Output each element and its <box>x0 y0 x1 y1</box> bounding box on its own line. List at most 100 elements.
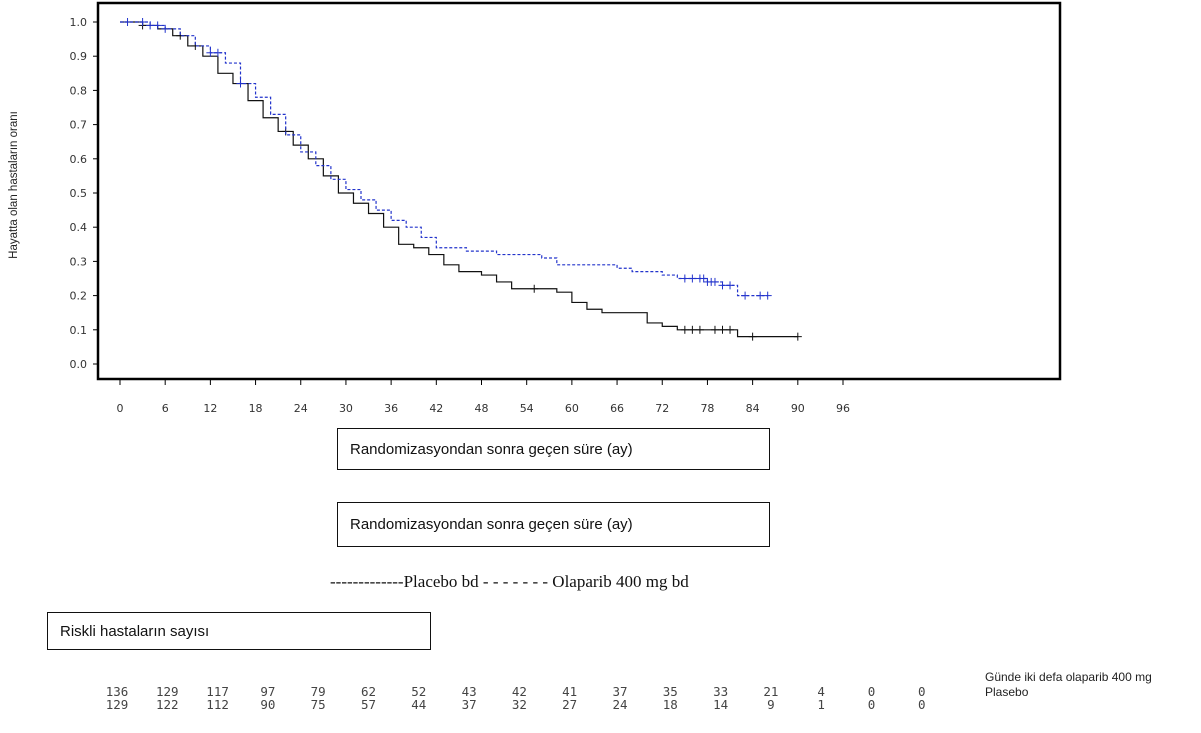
x-tick-label: 36 <box>384 402 398 415</box>
risk-cell: 43 <box>461 684 477 699</box>
risk-cell: 27 <box>562 697 578 712</box>
x-tick-label: 48 <box>475 402 489 415</box>
placebo-censor-mark <box>680 325 689 334</box>
olaparib-censor-mark <box>138 18 147 26</box>
risk-cell: 9 <box>767 697 775 712</box>
risk-cell: 136 <box>105 684 129 699</box>
olaparib-censor-mark <box>161 24 170 33</box>
olaparib-censor-mark <box>206 48 215 57</box>
olaparib-censor-mark <box>741 291 750 300</box>
risk-cell: 42 <box>511 684 527 699</box>
placebo-censor-mark <box>530 284 539 293</box>
risk-cell: 4 <box>817 684 825 699</box>
risk-cell: 79 <box>310 684 326 699</box>
risk-row-label-placebo: Plasebo <box>985 685 1029 699</box>
olaparib-censor-mark <box>688 274 697 283</box>
y-tick-label: 1.0 <box>70 16 88 29</box>
x-tick-label: 42 <box>429 402 443 415</box>
risk-cell: 62 <box>360 684 377 699</box>
olaparib-censor-mark <box>123 18 132 26</box>
x-tick-label: 96 <box>836 402 850 415</box>
risk-cell: 35 <box>662 684 678 699</box>
x-tick-label: 18 <box>249 402 263 415</box>
risk-cell: 37 <box>461 697 477 712</box>
risk-table-title: Riskli hastaların sayısı <box>60 622 210 640</box>
y-tick-label: 0.3 <box>70 255 88 268</box>
olaparib-censor-mark <box>213 48 222 57</box>
risk-cell: 0 <box>867 684 876 699</box>
placebo-censor-mark <box>726 325 735 334</box>
y-tick-label: 0.7 <box>70 119 88 132</box>
risk-cell: 0 <box>918 697 926 712</box>
x-tick-label: 78 <box>700 402 714 415</box>
y-axis-label-wrap: Hayatta olan hastaların oranı <box>4 0 24 370</box>
risk-cell: 0 <box>918 684 926 699</box>
y-tick-label: 0.6 <box>70 153 88 166</box>
olaparib-censor-mark <box>680 274 689 283</box>
olaparib-censor-mark <box>710 277 719 286</box>
x-tick-label: 90 <box>791 402 805 415</box>
x-axis-label-box-repeat: Randomizasyondan sonra geçen süre (ay) <box>337 502 770 547</box>
x-tick-label: 0 <box>117 402 124 415</box>
placebo-censor-mark <box>688 325 697 334</box>
y-tick-label: 0.4 <box>70 221 88 234</box>
x-tick-label: 66 <box>610 402 624 415</box>
placebo-censor-mark <box>695 325 704 334</box>
risk-cell: 129 <box>105 697 129 712</box>
olaparib-censor-mark <box>699 274 708 283</box>
y-tick-label: 0.8 <box>70 84 88 97</box>
x-tick-label: 12 <box>203 402 217 415</box>
placebo-curve <box>120 21 798 338</box>
x-tick-label: 54 <box>520 402 534 415</box>
risk-cell: 14 <box>713 697 729 712</box>
x-axis-label-box: Randomizasyondan sonra geçen süre (ay) <box>337 428 770 470</box>
risk-cell: 18 <box>662 697 678 712</box>
risk-cell: 97 <box>260 684 276 699</box>
risk-cell: 117 <box>206 684 229 699</box>
y-tick-label: 0.1 <box>70 324 88 337</box>
olaparib-censor-mark <box>718 281 727 290</box>
placebo-censor-mark <box>748 332 757 341</box>
survival-plot: 0.0 0.1 0.2 0.3 0.4 0.5 0.6 0.7 0.8 0.9 1.0 0 6 12 18… <box>70 1 1062 415</box>
y-tick-label: 0.9 <box>70 50 88 63</box>
risk-cell: 90 <box>260 697 276 712</box>
risk-cell: 41 <box>562 684 578 699</box>
placebo-censor-mark <box>793 332 802 341</box>
risk-cell: 129 <box>156 684 179 699</box>
x-tick-label: 84 <box>746 402 760 415</box>
y-axis: 0.0 0.1 0.2 0.3 0.4 0.5 0.6 0.7 0.8 0.9 1.0 <box>70 16 98 371</box>
risk-cell: 1 <box>817 697 825 712</box>
y-tick-label: 0.5 <box>70 187 88 200</box>
y-axis-label: Hayatta olan hastaların oranı <box>8 111 20 259</box>
risk-cell: 75 <box>310 697 326 712</box>
olaparib-censor-mark <box>153 21 162 30</box>
y-tick-label: 0.0 <box>70 358 88 371</box>
risk-cell: 32 <box>511 697 527 712</box>
risk-cell: 24 <box>612 697 628 712</box>
x-tick-label: 60 <box>565 402 579 415</box>
risk-cell: 122 <box>156 697 179 712</box>
placebo-censor-mark <box>710 325 719 334</box>
olaparib-censor-mark <box>726 281 735 290</box>
olaparib-censor-mark <box>763 291 772 300</box>
olaparib-censor-mark <box>146 21 155 30</box>
risk-cell: 112 <box>206 697 229 712</box>
x-tick-label: 6 <box>162 402 169 415</box>
olaparib-censor-mark <box>756 291 765 300</box>
risk-cell: 37 <box>612 684 628 699</box>
risk-cell: 52 <box>411 684 427 699</box>
legend-text: -------------Placebo bd - - - - - - - Ol… <box>330 572 689 591</box>
x-axis: 0 6 12 18 24 30 36 42 48 54 60 66 72 78 84 90 96 <box>117 379 850 415</box>
plot-frame <box>96 1 1062 381</box>
x-tick-label: 24 <box>294 402 308 415</box>
x-axis-label-repeat: Randomizasyondan sonra geçen süre (ay) <box>350 516 633 533</box>
risk-cell: 21 <box>763 684 779 699</box>
x-axis-label: Randomizasyondan sonra geçen süre (ay) <box>350 440 633 458</box>
x-tick-label: 30 <box>339 402 353 415</box>
risk-cell: 0 <box>867 697 876 712</box>
series-layer <box>120 18 802 341</box>
risk-table-legend: Günde iki defa olaparib 400 mg Plasebo <box>985 670 1200 700</box>
y-tick-label: 0.2 <box>70 290 88 303</box>
placebo-censor-mark <box>718 325 727 334</box>
risk-cell: 57 <box>360 697 377 712</box>
